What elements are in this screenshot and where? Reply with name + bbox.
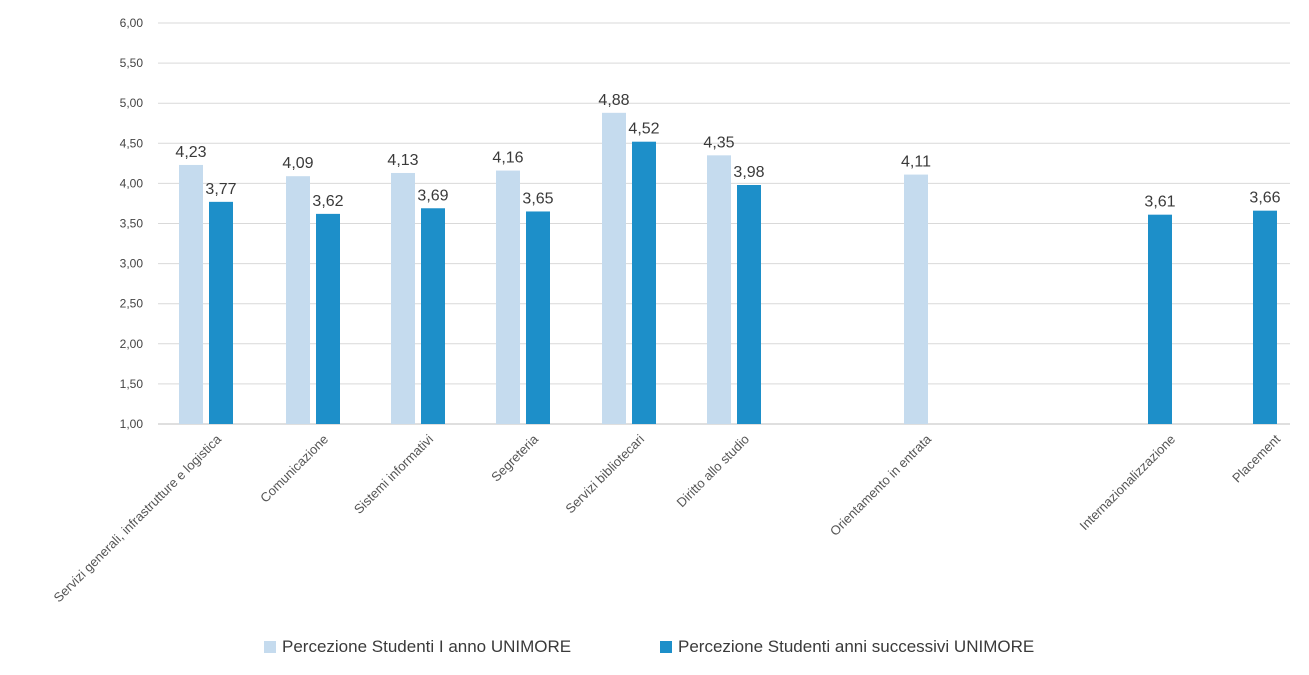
bar-later-years [737,185,761,424]
y-tick-label: 1,00 [120,417,144,431]
data-label: 4,88 [598,92,629,109]
legend: Percezione Studenti I anno UNIMORE Percez… [264,637,1034,656]
data-label: 4,13 [387,152,418,169]
bar-first-year [904,174,928,424]
y-tick-label: 5,50 [120,56,144,70]
legend-swatch [264,641,276,653]
bar-first-year [179,164,203,425]
data-labels: 4,23 3,77 4,09 3,62 4,13 3,69 4,16 3,65 4,88 4,52… [175,92,1280,211]
y-tick-label: 4,50 [120,136,144,150]
bar-later-years [1253,210,1277,424]
data-label: 3,98 [733,164,764,181]
y-tick-label: 3,50 [120,217,144,231]
x-category-label: Placement [1229,431,1283,485]
y-tick-label: 5,00 [120,96,144,110]
bar-first-year [391,172,415,424]
legend-label: Percezione Studenti I anno UNIMORE [282,637,571,656]
y-tick-label: 4,00 [120,176,144,190]
y-tick-label: 6,00 [120,16,144,30]
bar-first-year [602,112,626,424]
data-label: 3,77 [205,181,236,198]
x-category-label: Servizi bibliotecari [562,431,647,516]
x-category-label: Orientamento in entrata [827,431,935,539]
data-label: 3,61 [1144,194,1175,211]
y-axis-ticks: 1,00 1,50 2,00 2,50 3,00 3,50 4,00 4,50 5,00 5,50… [120,16,144,431]
bar-first-year [707,155,731,424]
bars [179,112,1277,425]
x-category-label: Internazionalizzazione [1077,432,1179,534]
y-tick-label: 1,50 [120,377,144,391]
data-label: 4,35 [703,134,734,151]
data-label: 4,09 [282,155,313,172]
data-label: 4,16 [492,150,523,167]
bar-later-years [632,141,656,425]
data-label: 3,66 [1249,190,1280,207]
bar-later-years [526,211,550,424]
legend-swatch [660,641,672,653]
y-tick-label: 2,00 [120,337,144,351]
data-label: 4,52 [628,121,659,138]
data-label: 4,11 [901,154,931,171]
data-label: 3,69 [417,187,448,204]
bar-first-year [496,170,520,424]
x-category-label: Servizi generali, infrastrutture e logis… [51,431,225,605]
bar-later-years [209,201,233,424]
x-axis-category-labels: Servizi generali, infrastrutture e logis… [51,431,1284,605]
data-label: 3,65 [522,190,553,207]
bar-first-year [286,176,310,424]
bar-later-years [316,213,340,424]
bar-later-years [1148,214,1172,424]
x-category-label: Comunicazione [257,432,331,506]
x-category-label: Diritto allo studio [674,432,753,511]
x-category-label: Segreteria [488,431,542,485]
legend-label: Percezione Studenti anni successivi UNIM… [678,637,1034,656]
y-tick-label: 3,00 [120,257,144,271]
x-category-label: Sistemi informativi [351,431,436,516]
y-tick-label: 2,50 [120,297,144,311]
bar-later-years [421,208,445,424]
data-label: 4,23 [175,144,206,161]
data-label: 3,62 [312,193,343,210]
